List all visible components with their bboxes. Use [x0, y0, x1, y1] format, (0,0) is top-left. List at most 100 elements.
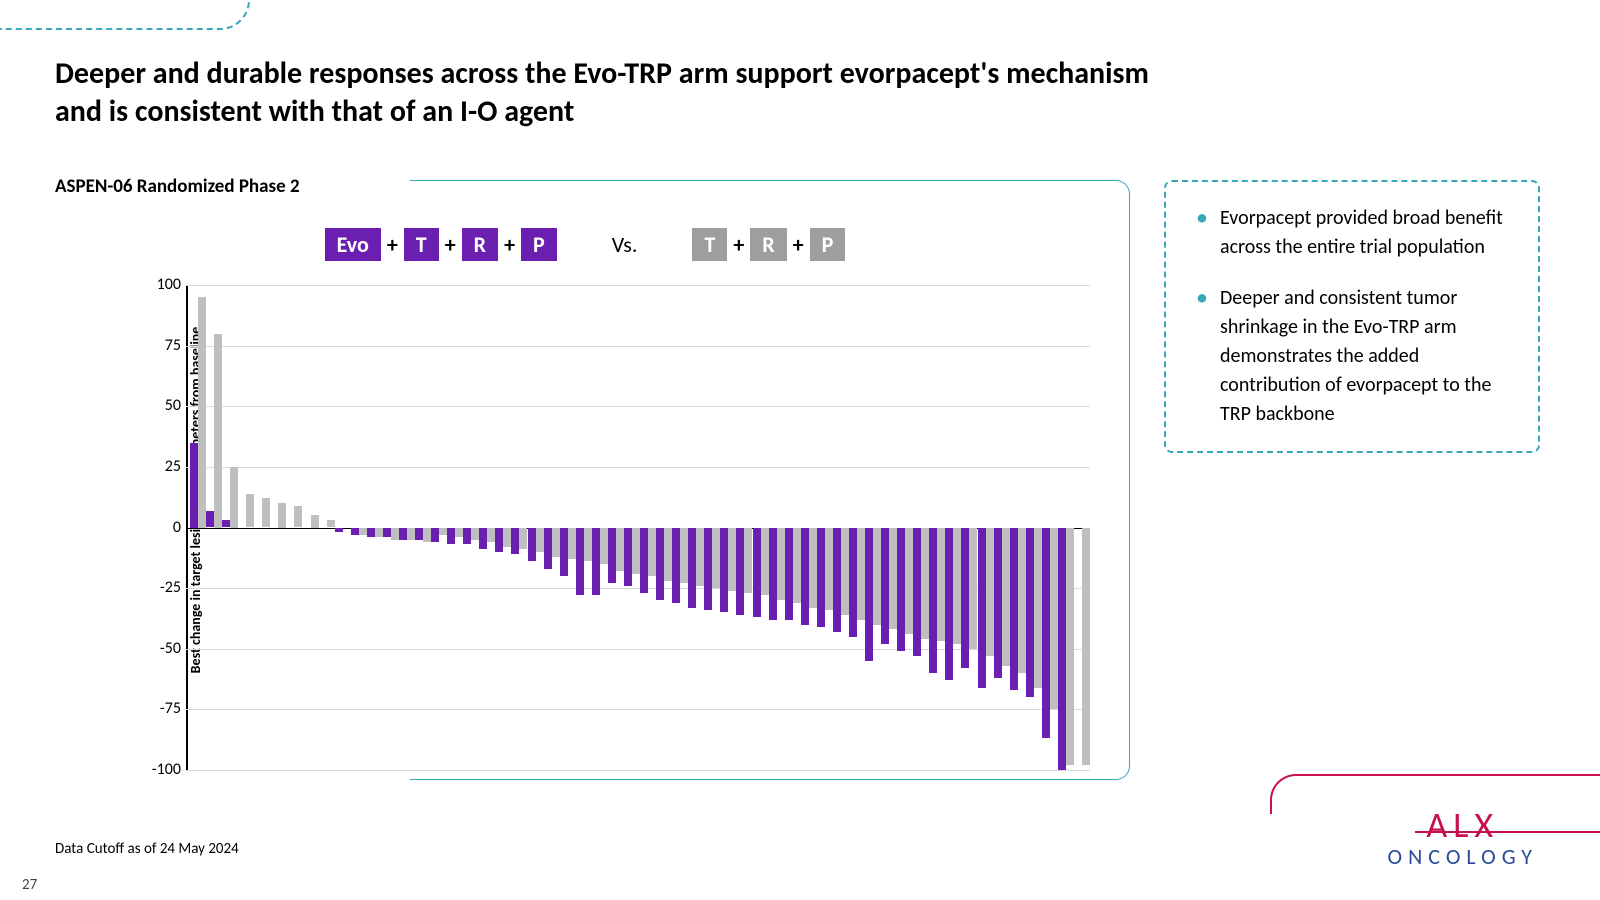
bar-evo — [560, 528, 568, 577]
bar-pair — [495, 285, 511, 770]
logo-text-oncology: ONCOLOGY — [1388, 843, 1538, 870]
bar-pair — [190, 285, 206, 770]
bar-pair — [560, 285, 576, 770]
bar-pair — [1042, 285, 1058, 770]
bar-trp — [391, 528, 399, 540]
bar-evo — [190, 443, 198, 528]
bar-evo — [447, 528, 455, 545]
bar-trp — [1002, 528, 1010, 666]
bar-trp — [327, 520, 335, 527]
bar-pair — [303, 285, 319, 770]
bar-evo — [994, 528, 1002, 678]
bar-trp — [632, 528, 640, 574]
plus-icon: + — [441, 231, 460, 258]
bar-pair — [656, 285, 672, 770]
bar-trp — [278, 503, 286, 527]
bar-trp — [198, 297, 206, 527]
bar-pair — [238, 285, 254, 770]
legend-chip-evo: Evo — [325, 228, 381, 261]
bar-pair — [1074, 285, 1090, 770]
bars-container — [190, 285, 1090, 770]
legend-chip-t: T — [404, 228, 439, 261]
ytick-label: 25 — [136, 457, 181, 476]
bar-evo — [463, 528, 471, 545]
bar-pair — [913, 285, 929, 770]
bar-pair — [961, 285, 977, 770]
bar-evo — [672, 528, 680, 603]
ytick-label: 0 — [136, 518, 181, 537]
bar-pair — [608, 285, 624, 770]
legend: Evo+T+R+P Vs. T+R+P — [55, 228, 1115, 261]
bar-pair — [286, 285, 302, 770]
bar-pair — [254, 285, 270, 770]
bar-evo — [817, 528, 825, 627]
bar-trp — [696, 528, 704, 586]
bar-evo — [222, 520, 230, 527]
bar-trp — [889, 528, 897, 630]
bar-trp — [262, 498, 270, 527]
bar-pair — [994, 285, 1010, 770]
ytick-label: 50 — [136, 396, 181, 415]
bar-trp — [600, 528, 608, 564]
bar-trp — [664, 528, 672, 581]
bar-evo — [431, 528, 439, 543]
chart-plot-area: 1007550250-25-50-75-100 — [70, 285, 1090, 770]
brand-logo: ALX ONCOLOGY — [1388, 807, 1538, 870]
bar-evo — [897, 528, 905, 652]
top-decor-curve — [0, 0, 250, 30]
bar-pair — [929, 285, 945, 770]
bar-trp — [728, 528, 736, 591]
bar-pair — [479, 285, 495, 770]
bar-trp — [873, 528, 881, 625]
bar-pair — [897, 285, 913, 770]
bar-pair — [978, 285, 994, 770]
bar-evo — [206, 511, 214, 528]
bar-evo — [881, 528, 889, 644]
bar-trp — [246, 494, 254, 528]
bar-trp — [230, 467, 238, 528]
bar-evo — [978, 528, 986, 688]
bar-pair — [270, 285, 286, 770]
page-number: 27 — [22, 876, 37, 894]
bar-trp — [986, 528, 994, 657]
ytick-label: -50 — [136, 639, 181, 658]
bar-evo — [640, 528, 648, 593]
bar-pair — [463, 285, 479, 770]
bar-evo — [415, 528, 423, 540]
bar-trp — [552, 528, 560, 557]
bar-evo — [367, 528, 375, 538]
bar-trp — [294, 506, 302, 528]
bar-evo — [479, 528, 487, 550]
ytick-label: 75 — [136, 336, 181, 355]
bar-trp — [519, 528, 527, 550]
bar-trp — [1066, 528, 1074, 766]
bar-pair — [367, 285, 383, 770]
bar-pair — [1058, 285, 1074, 770]
callout-item: Evorpacept provided broad benefit across… — [1196, 204, 1516, 262]
slide: { "title": "Deeper and durable responses… — [0, 0, 1600, 900]
logo-text-alx: ALX — [1388, 807, 1538, 843]
bar-pair — [817, 285, 833, 770]
bar-pair — [833, 285, 849, 770]
plus-icon: + — [789, 231, 808, 258]
bar-evo — [544, 528, 552, 569]
bar-pair — [319, 285, 335, 770]
bar-pair — [206, 285, 222, 770]
bar-trp — [953, 528, 961, 644]
bar-trp — [375, 528, 383, 538]
callout-box: Evorpacept provided broad benefit across… — [1164, 180, 1540, 453]
bar-evo — [753, 528, 761, 618]
bar-evo — [865, 528, 873, 661]
plus-icon: + — [729, 231, 748, 258]
legend-chip-p: P — [521, 228, 557, 261]
bar-evo — [849, 528, 857, 637]
bar-trp — [1050, 528, 1058, 710]
bar-evo — [383, 528, 391, 538]
bar-trp — [311, 515, 319, 527]
callout-item: Deeper and consistent tumor shrinkage in… — [1196, 284, 1516, 429]
bar-trp — [423, 528, 431, 543]
bar-trp — [937, 528, 945, 642]
bar-pair — [720, 285, 736, 770]
bar-trp — [969, 528, 977, 649]
ytick-label: -25 — [136, 578, 181, 597]
